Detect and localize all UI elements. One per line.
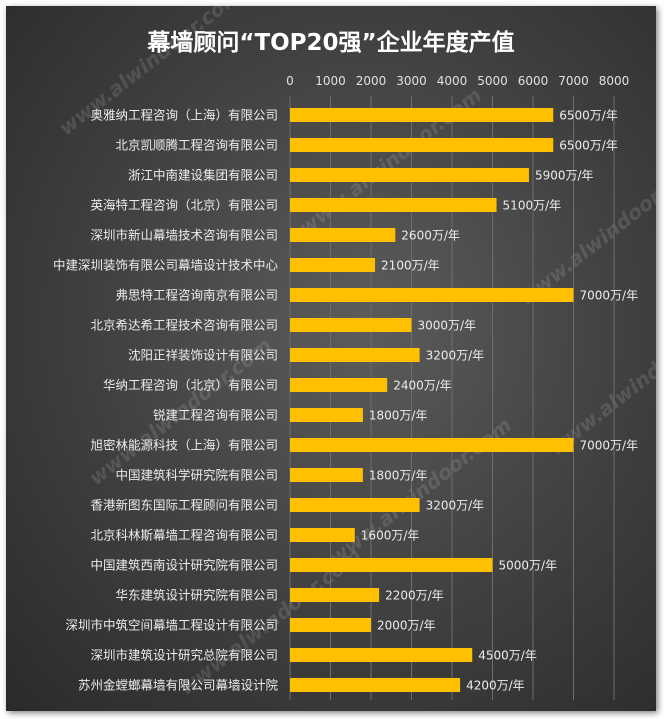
bar [290, 648, 473, 662]
data-label: 5000万/年 [499, 559, 558, 573]
data-label: 2100万/年 [381, 259, 440, 273]
category-label: 北京科林斯幕墙工程咨询有限公司 [90, 528, 278, 543]
bars [290, 108, 574, 692]
category-label: 深圳市新山幕墙技术咨询有限公司 [90, 228, 278, 243]
category-label: 锐建工程咨询有限公司 [153, 408, 278, 423]
x-tick-label: 4000 [437, 74, 468, 88]
watermark-text: www.alwindoor.com [294, 83, 486, 240]
bar [290, 558, 493, 572]
x-tick-label: 2000 [356, 74, 387, 88]
x-tick-label: 3000 [396, 74, 427, 88]
data-label: 3000万/年 [418, 319, 477, 333]
bar [290, 288, 574, 302]
category-label: 沈阳正祥装饰设计有限公司 [128, 348, 278, 363]
data-label: 3200万/年 [426, 349, 485, 363]
bar [290, 378, 388, 392]
bar [290, 198, 497, 212]
bar [290, 618, 371, 632]
data-label: 5100万/年 [503, 199, 562, 213]
bar [290, 138, 554, 152]
data-label: 6500万/年 [559, 109, 618, 123]
data-label: 2400万/年 [393, 379, 452, 393]
category-labels: 奥雅纳工程咨询（上海）有限公司北京凯顺腾工程咨询有限公司浙江中南建设集团有限公司… [53, 108, 279, 693]
category-label: 北京希达希工程技术咨询有限公司 [90, 318, 278, 333]
x-tick-label: 7000 [558, 74, 589, 88]
bar [290, 408, 363, 422]
bar [290, 258, 376, 272]
category-label: 奥雅纳工程咨询（上海）有限公司 [90, 108, 278, 123]
category-label: 苏州金螳螂幕墙有限公司幕墙设计院 [78, 678, 279, 693]
x-tick-label: 1000 [315, 74, 346, 88]
data-label: 7000万/年 [580, 439, 639, 453]
category-label: 弗思特工程咨询南京有限公司 [115, 288, 278, 303]
data-label: 2000万/年 [377, 619, 436, 633]
data-label: 3200万/年 [426, 499, 485, 513]
category-label: 香港新图东国际工程顾问有限公司 [90, 498, 278, 513]
category-label: 英海特工程咨询（北京）有限公司 [90, 198, 278, 213]
data-label: 1600万/年 [361, 529, 420, 543]
category-label: 深圳市建筑设计研究总院有限公司 [90, 648, 278, 663]
data-label: 4200万/年 [466, 679, 525, 693]
category-label: 浙江中南建设集团有限公司 [128, 168, 278, 183]
chart-frame: www.alwindoor.com www.alwindoor.com www.al… [6, 6, 656, 711]
x-tick-label: 0 [286, 74, 294, 88]
x-tick-label: 5000 [477, 74, 508, 88]
x-tick-label: 8000 [599, 74, 630, 88]
category-label: 中建深圳装饰有限公司幕墙设计技术中心 [53, 258, 279, 273]
bar [290, 348, 420, 362]
bar [290, 108, 554, 122]
data-label: 1800万/年 [369, 469, 428, 483]
data-label: 4500万/年 [478, 649, 537, 663]
bar [290, 498, 420, 512]
data-label: 2600万/年 [401, 229, 460, 243]
data-label: 7000万/年 [580, 289, 639, 303]
bar [290, 678, 461, 692]
watermark-text: www.alwindoor.com [544, 303, 656, 460]
bar [290, 468, 363, 482]
category-label: 旭密林能源科技（上海）有限公司 [90, 438, 278, 453]
chart-title: 幕墙顾问“TOP20强”企业年度产值 [146, 29, 514, 56]
bar [290, 318, 412, 332]
bar [290, 588, 380, 602]
data-label: 6500万/年 [559, 139, 618, 153]
bar [290, 528, 355, 542]
category-label: 深圳市中筑空间幕墙工程设计有限公司 [65, 618, 278, 633]
data-label: 5900万/年 [535, 169, 594, 183]
bar [290, 168, 529, 182]
data-label: 2200万/年 [385, 589, 444, 603]
category-label: 北京凯顺腾工程咨询有限公司 [115, 138, 278, 153]
x-tick-label: 6000 [518, 74, 549, 88]
bar [290, 228, 396, 242]
category-label: 中国建筑西南设计研究院有限公司 [90, 558, 278, 573]
category-label: 中国建筑科学研究院有限公司 [115, 468, 278, 483]
data-label: 1800万/年 [369, 409, 428, 423]
x-axis-ticks: 0 1000 2000 3000 4000 5000 6000 7000 8000 [286, 74, 629, 88]
bar [290, 438, 574, 452]
category-label: 华纳工程咨询（北京）有限公司 [103, 378, 278, 393]
category-label: 华东建筑设计研究院有限公司 [115, 588, 278, 603]
data-labels: 6500万/年 6500万/年 5900万/年 5100万/年 2600万/年 2100万… [361, 109, 638, 693]
